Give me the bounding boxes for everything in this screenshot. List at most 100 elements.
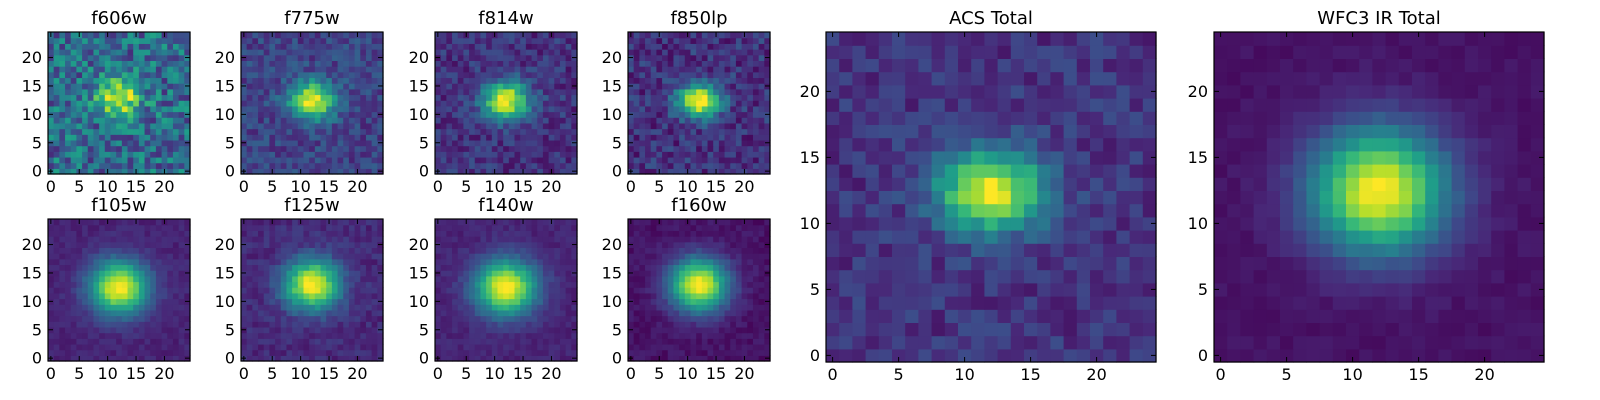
heatmap-cell xyxy=(275,332,282,339)
heatmap-cell xyxy=(360,230,367,237)
heatmap-cell xyxy=(463,77,470,84)
heatmap-cell xyxy=(662,270,669,277)
heatmap-cell xyxy=(82,83,89,90)
heatmap-cell xyxy=(537,71,544,79)
heatmap-cell xyxy=(59,349,66,356)
heatmap-cell xyxy=(696,71,703,79)
heatmap-cell xyxy=(718,292,726,300)
heatmap-cell xyxy=(514,321,521,328)
heatmap-cell xyxy=(331,298,339,305)
heatmap-cell xyxy=(457,37,464,44)
heatmap-cell xyxy=(650,355,657,362)
heatmap-cell xyxy=(161,253,168,260)
heatmap-cell xyxy=(320,253,327,260)
heatmap-cell xyxy=(537,230,544,237)
heatmap-cell xyxy=(764,287,771,294)
heatmap-cell xyxy=(537,321,544,328)
heatmap-cell xyxy=(497,258,504,266)
heatmap-cell xyxy=(554,332,561,339)
heatmap-cell xyxy=(309,145,316,152)
heatmap-cell xyxy=(161,66,168,73)
heatmap-cell xyxy=(474,94,482,101)
heatmap-cell xyxy=(269,145,276,152)
heatmap-cell xyxy=(718,94,726,101)
heatmap-cell xyxy=(292,281,299,288)
heatmap-cell xyxy=(628,43,635,50)
heatmap-cell xyxy=(133,253,140,260)
heatmap-cell xyxy=(554,343,561,351)
heatmap-cell xyxy=(104,122,112,130)
heatmap-cell xyxy=(48,128,55,135)
heatmap-cell xyxy=(184,156,191,164)
heatmap-cell xyxy=(565,168,572,175)
heatmap-cell xyxy=(486,230,493,237)
heatmap-cell xyxy=(82,71,89,79)
heatmap-cell xyxy=(121,253,129,260)
heatmap-cell xyxy=(559,111,567,118)
heatmap-cell xyxy=(724,309,731,317)
y-tick-label: 0 xyxy=(419,162,429,181)
heatmap-cell xyxy=(565,315,572,322)
heatmap-cell xyxy=(440,162,447,169)
heatmap-cell xyxy=(741,66,748,73)
heatmap-cell xyxy=(263,77,270,84)
y-tick-label: 20 xyxy=(215,235,235,254)
heatmap-cell xyxy=(275,128,282,135)
heatmap-cell xyxy=(53,219,60,226)
heatmap-cell xyxy=(246,270,253,277)
heatmap-cell xyxy=(463,326,470,334)
heatmap-cell xyxy=(292,77,299,84)
heatmap-cell xyxy=(707,37,714,44)
heatmap-cell xyxy=(690,145,697,152)
heatmap-cell xyxy=(457,241,464,248)
heatmap-cell xyxy=(503,122,510,130)
heatmap-cell xyxy=(246,54,253,61)
heatmap-cell xyxy=(752,332,760,339)
heatmap-cell xyxy=(452,287,459,294)
heatmap-cell xyxy=(93,156,100,164)
heatmap-cell xyxy=(679,139,686,147)
heatmap-cell xyxy=(371,139,378,147)
heatmap-cell xyxy=(48,349,55,356)
heatmap-cell xyxy=(280,343,288,351)
heatmap-cell xyxy=(303,275,310,283)
heatmap-cell xyxy=(48,151,55,158)
heatmap-cell xyxy=(707,304,714,311)
heatmap-cell xyxy=(314,309,322,317)
heatmap-cell xyxy=(365,134,373,141)
heatmap-cell xyxy=(741,88,748,96)
heatmap-cell xyxy=(371,241,378,248)
heatmap-cell xyxy=(469,94,476,101)
heatmap-cell xyxy=(360,105,367,113)
heatmap-cell xyxy=(497,43,504,50)
heatmap-cell xyxy=(707,275,714,283)
heatmap-cell xyxy=(508,321,516,328)
heatmap-cell xyxy=(463,236,470,243)
heatmap-cell xyxy=(241,287,248,294)
heatmap-cell xyxy=(480,122,487,130)
heatmap-cell xyxy=(673,287,680,294)
heatmap-cell xyxy=(121,224,129,231)
heatmap-cell xyxy=(435,332,442,339)
heatmap-cell xyxy=(531,100,538,107)
heatmap-cell xyxy=(491,54,499,61)
heatmap-cell xyxy=(133,304,140,311)
heatmap-cell xyxy=(435,122,442,130)
heatmap-cell xyxy=(87,275,95,283)
heatmap-cell xyxy=(144,270,151,277)
x-tick-label: 10 xyxy=(97,364,117,383)
heatmap-cell xyxy=(764,309,771,317)
heatmap-cell xyxy=(337,162,344,169)
heatmap-cell xyxy=(343,43,350,50)
heatmap-cell xyxy=(144,281,151,288)
heatmap-cell xyxy=(662,111,669,118)
heatmap-cell xyxy=(525,332,533,339)
heatmap-cell xyxy=(150,83,157,90)
heatmap-cell xyxy=(440,139,447,147)
heatmap-cell xyxy=(314,162,322,169)
heatmap-cell xyxy=(707,54,714,61)
heatmap-cell xyxy=(667,309,675,317)
heatmap-cell xyxy=(121,304,129,311)
heatmap-cell xyxy=(525,156,533,164)
heatmap-cell xyxy=(696,111,703,118)
